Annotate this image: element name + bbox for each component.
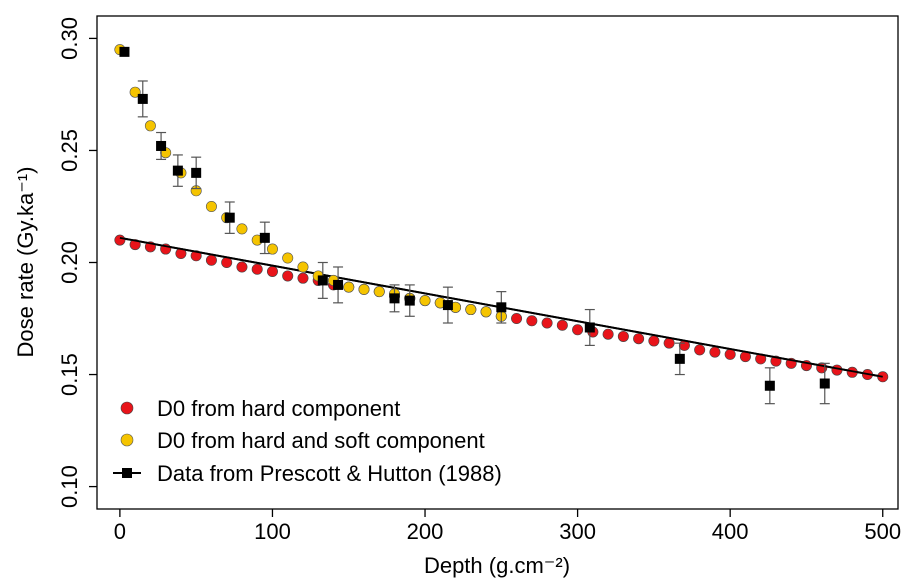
- hard-component-point: [251, 263, 263, 275]
- prescott-hutton-point: [259, 232, 270, 243]
- hard-component-point: [282, 270, 294, 282]
- hard-component-point: [556, 319, 568, 331]
- hard-soft-component-point: [144, 120, 156, 132]
- prescott-hutton-point: [496, 302, 507, 313]
- prescott-hutton-point: [137, 93, 148, 104]
- hard-component-point: [297, 272, 309, 284]
- hard-component-point: [114, 234, 126, 246]
- x-tick-label: 300: [559, 519, 596, 544]
- prescott-hutton-point: [191, 167, 202, 178]
- legend-label-prescott: Data from Prescott & Hutton (1988): [157, 461, 502, 486]
- hard-component-point: [526, 315, 538, 327]
- hard-component-point: [205, 254, 217, 266]
- data-points-layer: [114, 44, 889, 405]
- hard-component-point: [572, 324, 584, 336]
- hard-component-point: [694, 344, 706, 356]
- legend: D0 from hard component D0 from hard and s…: [113, 396, 502, 486]
- x-tick-label: 0: [114, 519, 126, 544]
- x-tick-label: 100: [254, 519, 291, 544]
- hard-component-point: [266, 265, 278, 277]
- prescott-hutton-point: [389, 293, 400, 304]
- hard-component-point: [724, 348, 736, 360]
- prescott-hutton-point: [172, 165, 183, 176]
- legend-marker-hard-soft: [120, 433, 134, 447]
- x-tick-label: 500: [864, 519, 901, 544]
- hard-component-point: [648, 335, 660, 347]
- legend-marker-hard: [120, 401, 134, 415]
- hard-soft-component-point: [205, 200, 217, 212]
- hard-soft-component-point: [465, 304, 477, 316]
- prescott-hutton-point: [584, 322, 595, 333]
- hard-component-point: [541, 317, 553, 329]
- hard-soft-component-point: [129, 86, 141, 98]
- prescott-hutton-point: [674, 353, 685, 364]
- hard-soft-component-point: [266, 243, 278, 255]
- x-axis-title: Depth (g.cm⁻²): [424, 553, 570, 578]
- prescott-hutton-point: [333, 279, 344, 290]
- y-tick-label: 0.20: [57, 241, 82, 284]
- hard-component-point: [709, 346, 721, 358]
- y-tick-label: 0.10: [57, 465, 82, 508]
- hard-soft-component-point: [282, 252, 294, 264]
- hard-soft-component-point: [419, 295, 431, 307]
- legend-marker-prescott: [122, 468, 132, 478]
- y-axis: 0.10 0.15 0.20 0.25 0.30: [57, 17, 97, 508]
- hard-component-point: [190, 250, 202, 262]
- legend-label-hard: D0 from hard component: [157, 396, 400, 421]
- prescott-hutton-point: [764, 380, 775, 391]
- y-axis-title: Dose rate (Gy.ka⁻¹): [13, 167, 38, 358]
- x-axis: 0 100 200 300 400 500: [114, 509, 901, 544]
- prescott-hutton-point: [224, 212, 235, 223]
- y-tick-label: 0.15: [57, 353, 82, 396]
- hard-component-point: [831, 364, 843, 376]
- prescott-hutton-point: [156, 140, 167, 151]
- prescott-hutton-point: [442, 300, 453, 311]
- hard-component-point: [633, 333, 645, 345]
- prescott-hutton-point: [119, 46, 130, 57]
- y-tick-label: 0.30: [57, 17, 82, 60]
- hard-component-point: [663, 337, 675, 349]
- hard-component-point: [602, 328, 614, 340]
- hard-soft-component-point: [343, 281, 355, 293]
- x-tick-label: 200: [407, 519, 444, 544]
- hard-component-point: [236, 261, 248, 273]
- hard-component-point: [617, 330, 629, 342]
- hard-soft-component-point: [297, 261, 309, 273]
- prescott-hutton-point: [404, 295, 415, 306]
- legend-label-hard-soft: D0 from hard and soft component: [157, 428, 485, 453]
- prescott-hutton-point: [317, 275, 328, 286]
- hard-soft-component-point: [236, 223, 248, 235]
- hard-soft-component-point: [358, 283, 370, 295]
- x-tick-label: 400: [712, 519, 749, 544]
- hard-soft-component-point: [373, 286, 385, 298]
- prescott-hutton-point: [819, 378, 830, 389]
- y-tick-label: 0.25: [57, 129, 82, 172]
- hard-component-point: [511, 313, 523, 325]
- hard-soft-component-point: [480, 306, 492, 318]
